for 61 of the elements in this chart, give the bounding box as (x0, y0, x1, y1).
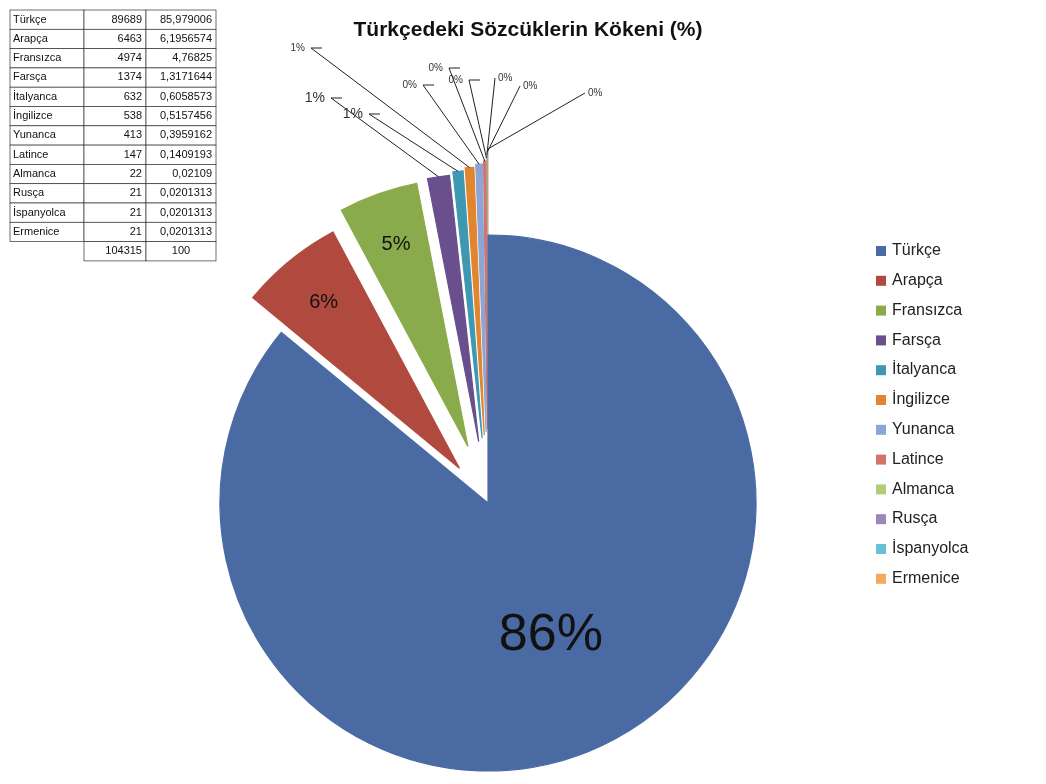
category-label: Fransızca (13, 51, 62, 64)
text: 0,5157456 (160, 109, 212, 122)
category-label: Latince (13, 147, 49, 160)
legend-label: Latince (892, 449, 944, 467)
text: 4974 (117, 51, 142, 64)
text: 0,6058573 (160, 89, 212, 102)
legend-label: Farsça (892, 330, 941, 348)
data-label: 0% (498, 71, 513, 83)
legend-label: İngilizce (892, 389, 950, 408)
category-label: Arapça (13, 31, 48, 44)
text: 21 (129, 186, 142, 199)
legend-label: İspanyolca (892, 538, 969, 557)
category-label: İspanyolca (13, 205, 66, 218)
data-label: 0% (588, 86, 603, 98)
text: 147 (123, 147, 142, 160)
legend-label: Fransızca (892, 300, 963, 318)
text: 85,979006 (160, 12, 212, 25)
category-label: Yunanca (13, 128, 56, 141)
legend-label: Türkçe (892, 241, 941, 259)
data-label: 5% (381, 231, 411, 254)
legend-label: İtalyanca (892, 359, 957, 378)
data-label: 6% (309, 289, 339, 312)
data-label: 0% (428, 61, 444, 73)
text: 413 (123, 128, 142, 141)
text: 632 (123, 89, 142, 102)
category-label: Rusça (13, 186, 45, 199)
text: 0,1409193 (160, 147, 212, 160)
data-label: 0% (402, 78, 418, 90)
text: 89689 (111, 12, 142, 25)
data-label: 0% (523, 79, 538, 91)
text: 6463 (117, 31, 142, 44)
data-label: 86% (498, 603, 603, 662)
category-label: Türkçe (13, 12, 47, 25)
data-label: 1% (304, 88, 325, 105)
text: 0,0201313 (160, 224, 212, 237)
category-label: Almanca (13, 166, 56, 179)
text: 21 (129, 205, 142, 218)
text: 4,76825 (172, 51, 212, 64)
text: 100 (171, 244, 191, 257)
text: 0,3959162 (160, 128, 212, 141)
legend-label: Ermenice (892, 569, 960, 587)
category-label: İngilizce (13, 109, 53, 122)
category-label: Ermenice (13, 224, 60, 237)
data-label: 1% (290, 41, 306, 53)
text: 538 (123, 109, 142, 122)
category-label: Farsça (13, 70, 47, 83)
text: 6,1956574 (160, 31, 212, 44)
text: 0,0201313 (160, 186, 212, 199)
category-label: İtalyanca (13, 89, 58, 102)
legend-label: Rusça (892, 509, 938, 527)
text: 21 (129, 224, 142, 237)
text: 1374 (117, 70, 142, 83)
text: 0,02109 (172, 166, 212, 179)
text: 22 (129, 166, 142, 179)
legend-label: Yunanca (892, 420, 955, 438)
text: 104315 (105, 244, 142, 257)
legend-label: Almanca (892, 479, 955, 497)
text: 1,3171644 (160, 70, 212, 83)
legend-label: Arapça (892, 271, 943, 289)
chart-title: Türkçedeki Sözcüklerin Kökeni (%) (353, 17, 703, 40)
text: 0,0201313 (160, 205, 212, 218)
